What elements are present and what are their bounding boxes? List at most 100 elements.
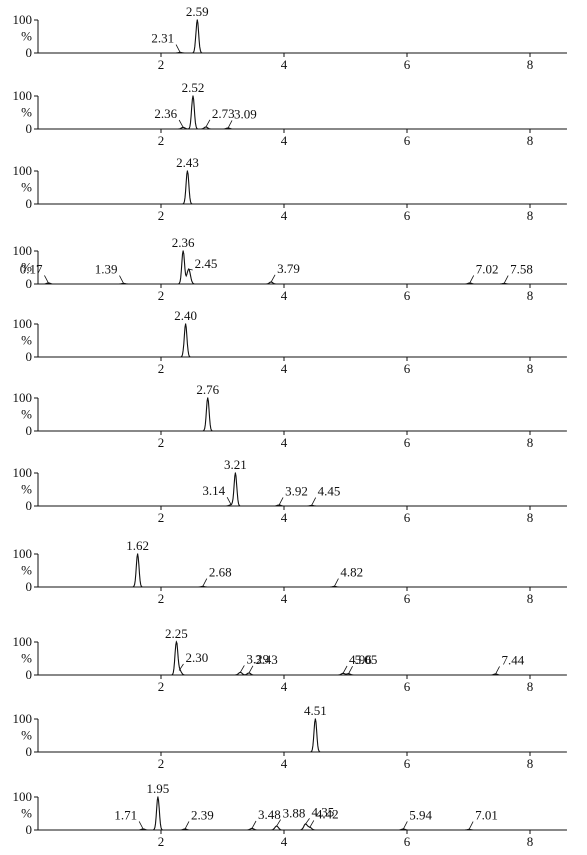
x-tick-label: 8 [527, 834, 534, 849]
peak-marker [157, 796, 159, 798]
peak-annotation-leader [251, 820, 257, 829]
peak-label: 3.43 [255, 652, 278, 667]
peak-label: 2.45 [195, 256, 218, 271]
peak-label: 2.25 [165, 626, 188, 641]
peak-annotation-leader [348, 666, 353, 674]
y-tick-label: 0 [26, 349, 33, 364]
peak-annotation-leader [184, 821, 190, 830]
peak-label: 3.21 [224, 457, 247, 472]
y-tick-label: % [21, 105, 32, 120]
y-tick-label: 100 [13, 465, 33, 480]
chromatogram-panel-1: 100%0 2 4 6 8 2.59 2.31 [13, 4, 567, 72]
y-tick-label: 0 [26, 423, 33, 438]
peak-annotation-leader [342, 665, 348, 674]
peak-annotation-leader [503, 275, 509, 284]
peak-annotation-leader [175, 44, 181, 53]
y-tick-label: % [21, 806, 32, 821]
x-tick-label: 8 [527, 133, 534, 148]
peak-label: 5.94 [409, 807, 432, 822]
y-tick-label: 100 [13, 546, 33, 561]
peak-annotation-leader [311, 497, 317, 506]
x-tick-label: 4 [281, 679, 288, 694]
x-tick-label: 8 [527, 679, 534, 694]
x-tick-label: 6 [404, 288, 411, 303]
x-tick-label: 4 [281, 510, 288, 525]
chromatogram-trace [38, 718, 527, 753]
y-tick-label: % [21, 563, 32, 578]
peak-annotation-leader [178, 119, 184, 128]
peak-label: 2.68 [209, 565, 232, 580]
y-tick-label: 100 [13, 163, 33, 178]
x-tick-label: 6 [404, 361, 411, 376]
y-tick-label: 0 [26, 276, 33, 291]
x-tick-label: 4 [281, 361, 288, 376]
x-tick-label: 4 [281, 133, 288, 148]
peak-annotation-leader [205, 119, 211, 128]
x-tick-label: 2 [158, 133, 165, 148]
x-tick-label: 4 [281, 208, 288, 223]
y-tick-label: 0 [26, 196, 33, 211]
y-tick-label: % [21, 407, 32, 422]
peak-annotation-leader [270, 274, 276, 283]
chromatogram-panel-6: 100%0 2 4 6 8 2.76 [13, 382, 567, 450]
peak-label: 2.73 [212, 106, 235, 121]
peak-label: 1.62 [126, 538, 149, 553]
y-tick-label: % [21, 651, 32, 666]
peak-marker [207, 397, 209, 399]
peak-label: 7.02 [476, 261, 499, 276]
chromatogram-trace [38, 553, 567, 588]
peak-label: 7.44 [502, 652, 525, 667]
x-tick-label: 6 [404, 208, 411, 223]
peak-label: 1.71 [114, 807, 137, 822]
chromatogram-panel-9: 100%0 2 4 6 8 2.25 2.30 3.293.43 4.965.05 7.44 [13, 626, 567, 694]
peak-marker [185, 323, 187, 325]
x-tick-label: 4 [281, 288, 288, 303]
y-tick-label: 100 [13, 12, 33, 27]
peak-annotation-leader [309, 820, 315, 828]
y-tick-label: 100 [13, 88, 33, 103]
x-tick-label: 2 [158, 834, 165, 849]
chromatogram-trace [38, 95, 567, 130]
x-tick-label: 4 [281, 57, 288, 72]
y-tick-label: % [21, 482, 32, 497]
y-tick-label: 0 [26, 744, 33, 759]
x-tick-label: 8 [527, 591, 534, 606]
peak-marker [186, 170, 189, 172]
x-tick-label: 2 [158, 756, 165, 771]
x-tick-label: 2 [158, 435, 165, 450]
peak-annotation-leader [179, 663, 184, 671]
chromatogram-trace [38, 170, 208, 205]
y-tick-label: 0 [26, 579, 33, 594]
chromatogram-panel-2: 100%0 2 4 6 8 2.52 2.36 2.73 3.09 [13, 80, 567, 148]
x-tick-label: 2 [158, 591, 165, 606]
peak-label: 5.05 [355, 652, 378, 667]
x-tick-label: 6 [404, 435, 411, 450]
peak-annotation-leader [468, 821, 474, 830]
peak-annotation-leader [227, 120, 233, 129]
y-tick-label: % [21, 728, 32, 743]
x-tick-label: 4 [281, 756, 288, 771]
x-tick-label: 8 [527, 208, 534, 223]
chromatogram-panel-4: 100%0 2 4 6 8 2.362.45 0.17 1.39 3.79 7.02 7.58 [13, 235, 567, 303]
x-tick-label: 2 [158, 57, 165, 72]
peak-label: 4.35 [312, 804, 335, 819]
chromatogram-panel-11: 100%0 2 4 6 8 1.95 1.71 2.39 3.48 3.88 4.354.42 5.9… [13, 781, 567, 849]
x-tick-label: 2 [158, 208, 165, 223]
peak-label: 4.96 [349, 652, 372, 667]
peak-label: 0.17 [20, 261, 43, 276]
peak-label: 2.40 [174, 308, 197, 323]
y-tick-label: % [21, 333, 32, 348]
peak-annotation-leader [44, 275, 49, 284]
peak-label: 2.30 [185, 650, 208, 665]
y-tick-label: 100 [13, 789, 33, 804]
peak-annotation-leader [278, 497, 284, 506]
peak-annotation-leader [495, 666, 500, 675]
x-tick-label: 8 [527, 57, 534, 72]
peak-annotation-leader [202, 578, 208, 587]
x-tick-label: 6 [404, 679, 411, 694]
peak-label: 4.51 [304, 703, 327, 718]
peak-label: 2.31 [151, 31, 174, 46]
peak-label: 1.39 [95, 262, 118, 277]
peak-annotation-leader [305, 818, 310, 825]
